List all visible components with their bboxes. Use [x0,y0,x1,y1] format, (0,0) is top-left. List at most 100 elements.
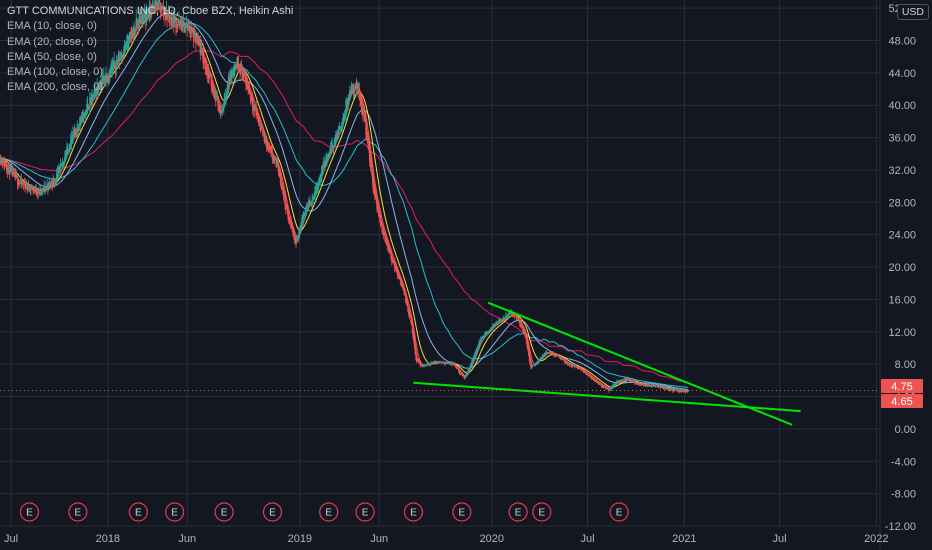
candle-body [33,189,36,191]
candle-body [192,31,195,42]
earnings-marker[interactable]: E [68,502,88,522]
candle-body [665,387,667,389]
candle-body [273,157,275,162]
price-label-text: 4.75 [891,381,912,393]
earnings-marker-circle [262,502,283,522]
candle-body [482,337,484,339]
candle-body [403,288,405,295]
candle-body [38,189,40,193]
candle-body [332,145,334,148]
earnings-marker[interactable]: E [319,502,339,522]
candle-body [235,66,238,68]
candle-body [443,362,445,364]
candle-body [222,104,224,111]
candle-body [76,124,79,133]
candle-body [607,388,609,390]
currency-button[interactable]: USD [896,4,929,20]
candle-body [59,163,62,169]
candle-body [481,337,484,339]
candle-body [586,374,589,376]
ema-line [0,22,689,388]
candle-body [268,147,271,150]
candle-body [79,121,81,126]
candle-body [569,363,571,365]
candle-body [452,363,455,364]
candle-body [81,113,83,120]
candle-body [399,277,402,283]
candle-body [299,226,302,232]
earnings-marker[interactable]: E [452,502,472,522]
candle-body [54,180,56,183]
candle-body [519,320,521,326]
indicator-ema20-label[interactable]: EMA (20, close, 0) [7,35,97,48]
candle-body [140,17,143,21]
earnings-marker[interactable]: E [532,502,552,522]
candle-body [119,56,121,60]
candle-body [299,228,301,234]
candle-body [80,116,82,124]
candle-body [652,384,654,386]
candle-body [285,203,288,207]
candle-body [1,160,3,163]
earnings-marker[interactable]: E [165,502,185,522]
candles [0,0,690,394]
symbol-title[interactable]: GTT COMMUNICATIONS INC, 1D, Cboe BZX, He… [7,5,294,17]
candle-body [512,313,514,317]
candle-body [602,386,604,388]
earnings-marker[interactable]: E [403,502,424,522]
candle-body [97,89,99,90]
candle-body [387,243,389,251]
indicator-ema10-label[interactable]: EMA (10, close, 0) [7,20,97,33]
candle-body [167,15,170,16]
candle-body [598,383,601,385]
candle-body [322,162,324,169]
candle-body [485,333,487,335]
candle-body [466,372,469,375]
candle-body [42,188,45,190]
candle-body [164,14,167,17]
candle-body [85,112,87,113]
candle-body [428,363,431,365]
candle-body [195,38,198,40]
earnings-marker[interactable]: E [128,502,148,522]
earnings-marker[interactable]: E [355,502,375,522]
candle-body [271,152,274,160]
candle-body [47,182,50,188]
indicator-ema50-label[interactable]: EMA (50, close, 0) [7,50,97,63]
candle-body [239,67,241,73]
candle-body [410,318,413,326]
candle-body [181,21,184,27]
candle-body [582,369,584,372]
candle-body [649,385,651,387]
candle-body [39,188,42,193]
indicator-ema100-label[interactable]: EMA (100, close, 0) [7,66,103,79]
candle-body [363,111,365,113]
earnings-marker[interactable]: E [19,502,40,522]
earnings-marker[interactable]: E [609,502,629,522]
candle-body [5,165,8,170]
earnings-marker[interactable]: E [508,502,528,522]
candle-body [544,353,546,356]
earnings-marker[interactable]: E [214,502,234,522]
candle-body [229,78,231,81]
candle-body [10,169,12,170]
candle-body [507,312,509,316]
candle-body [388,246,390,250]
candle-body [667,388,669,391]
candle-body [661,387,663,388]
earnings-marker[interactable]: E [262,502,283,522]
candle-body [55,180,57,182]
candle-body [292,228,294,233]
candle-body [357,87,360,89]
candle-body [571,365,573,367]
indicator-ema200-label[interactable]: EMA (200, close, 0) [7,81,103,94]
candle-body [175,19,177,29]
candle-body [288,216,291,223]
candle-body [562,358,565,360]
candle-body [310,202,313,204]
candle-body [136,24,138,26]
candle-body [492,324,495,328]
candle-body [294,236,296,241]
candle-body [610,387,612,389]
